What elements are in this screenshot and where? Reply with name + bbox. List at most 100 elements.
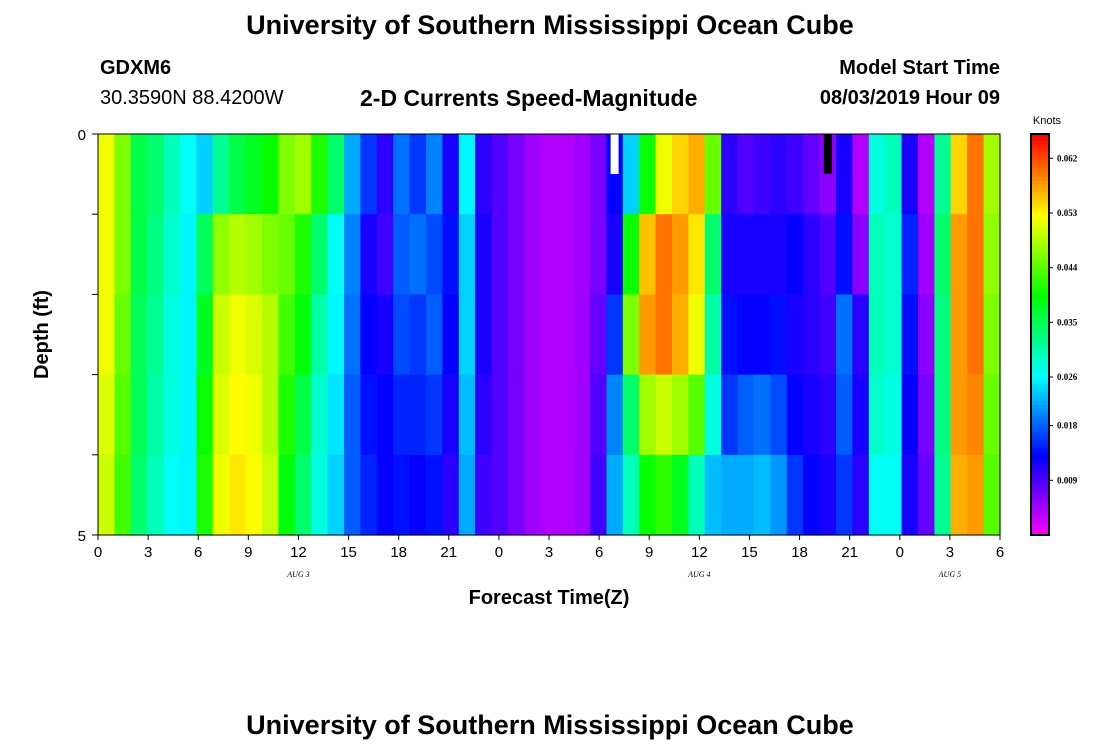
heatmap-cell — [458, 294, 476, 376]
heatmap-cell — [262, 454, 279, 536]
x-tick-label: 15 — [340, 544, 357, 561]
heatmap-cell — [114, 214, 132, 295]
heatmap-cell — [245, 454, 263, 536]
heatmap-cell — [557, 454, 575, 536]
heatmap-cell — [590, 294, 607, 376]
heatmap-cell — [754, 134, 771, 215]
colorbar-segment — [1031, 204, 1049, 209]
heatmap-cell — [458, 454, 476, 536]
colorbar-segment — [1031, 484, 1049, 489]
heatmap-cell — [426, 374, 443, 456]
colorbar-segment — [1031, 401, 1049, 406]
heatmap-cell — [934, 454, 952, 536]
heatmap-cell — [639, 214, 657, 295]
heatmap-cell — [540, 134, 558, 215]
colorbar-segment — [1031, 301, 1049, 306]
heatmap-cell — [983, 294, 1001, 376]
heatmap-cell — [852, 214, 870, 295]
heatmap-cell — [130, 214, 148, 295]
heatmap-cell — [688, 374, 706, 456]
heatmap-cell — [737, 454, 755, 536]
heatmap-cell — [524, 454, 542, 536]
heatmap-cell — [475, 294, 493, 376]
heatmap-cell — [721, 134, 739, 215]
heatmap-cell — [508, 294, 525, 376]
colorbar-segment — [1031, 441, 1049, 446]
heatmap-cell — [344, 454, 361, 536]
colorbar-segment — [1031, 197, 1049, 202]
colorbar-segment — [1031, 418, 1049, 422]
heatmap-cell — [852, 374, 870, 456]
heatmap-cell — [983, 134, 1001, 215]
heatmap-cell — [458, 214, 476, 295]
colorbar-segment — [1031, 307, 1049, 312]
colorbar-segment — [1031, 281, 1049, 285]
heatmap-cell — [983, 374, 1001, 456]
heatmap-cell — [918, 134, 935, 215]
colorbar-tick-label: 0.009 — [1057, 475, 1078, 485]
colorbar-segment — [1031, 498, 1049, 503]
heatmap-cell — [868, 294, 886, 376]
heatmap-cell — [672, 294, 689, 376]
x-date-label: AUG 5 — [938, 570, 961, 579]
colorbar-segment — [1031, 154, 1049, 158]
heatmap-cell — [327, 374, 345, 456]
x-tick-label: 21 — [841, 544, 858, 561]
colorbar-segment — [1031, 414, 1049, 419]
colorbar-segment — [1031, 511, 1049, 516]
heatmap-cell — [688, 134, 706, 215]
colorbar-segment — [1031, 137, 1049, 142]
heatmap-cell — [967, 214, 985, 295]
heatmap-cell — [672, 134, 689, 215]
heatmap-cell — [294, 294, 312, 376]
colorbar-segment — [1031, 311, 1049, 316]
colorbar-segment — [1031, 381, 1049, 386]
colorbar-segment — [1031, 528, 1049, 533]
heatmap-cell — [327, 214, 345, 295]
heatmap-cell — [967, 374, 985, 456]
heatmap-cell — [540, 214, 558, 295]
heatmap-cell — [704, 214, 722, 295]
heatmap-cell — [704, 294, 722, 376]
colorbar-segment — [1031, 317, 1049, 322]
colorbar-segment — [1031, 344, 1049, 349]
x-date-label: AUG 4 — [687, 570, 710, 579]
heatmap-cell — [491, 134, 509, 215]
heatmap-cell — [950, 134, 968, 215]
heatmap-cell — [98, 214, 115, 295]
heatmap-cell — [278, 374, 296, 456]
heatmap-cell — [934, 374, 952, 456]
heatmap-cell — [836, 374, 853, 456]
heatmap-cell — [639, 454, 657, 536]
heatmap-cell — [98, 294, 115, 376]
heatmap-cell — [475, 134, 493, 215]
heatmap-cell — [836, 454, 853, 536]
heatmap-cell — [852, 454, 870, 536]
heatmap-cell — [180, 294, 197, 376]
heatmap-cell — [212, 454, 230, 536]
heatmap-cell — [262, 374, 279, 456]
heatmap-cell — [130, 134, 148, 215]
heatmap-cell — [967, 294, 985, 376]
heatmap-cell — [901, 294, 919, 376]
colorbar-segment — [1031, 518, 1049, 523]
heatmap-cell — [294, 134, 312, 215]
heatmap-cell — [639, 134, 657, 215]
colorbar-segment — [1031, 274, 1049, 279]
station-id: GDXM6 — [100, 57, 172, 79]
x-date-label: AUG 3 — [286, 570, 309, 579]
heatmap-cell — [983, 214, 1001, 295]
colorbar-segment — [1031, 170, 1049, 175]
heatmap-cell — [704, 374, 722, 456]
colorbar-segment — [1031, 508, 1049, 513]
heatmap-cell — [262, 294, 279, 376]
heatmap-cell — [409, 374, 427, 456]
colorbar-segment — [1031, 478, 1049, 483]
heatmap-cell — [409, 454, 427, 536]
heatmap-cell — [262, 214, 279, 295]
heatmap-cell — [475, 374, 493, 456]
colorbar-segment — [1031, 304, 1049, 309]
heatmap-cell — [344, 214, 361, 295]
colorbar-segment — [1031, 297, 1049, 302]
